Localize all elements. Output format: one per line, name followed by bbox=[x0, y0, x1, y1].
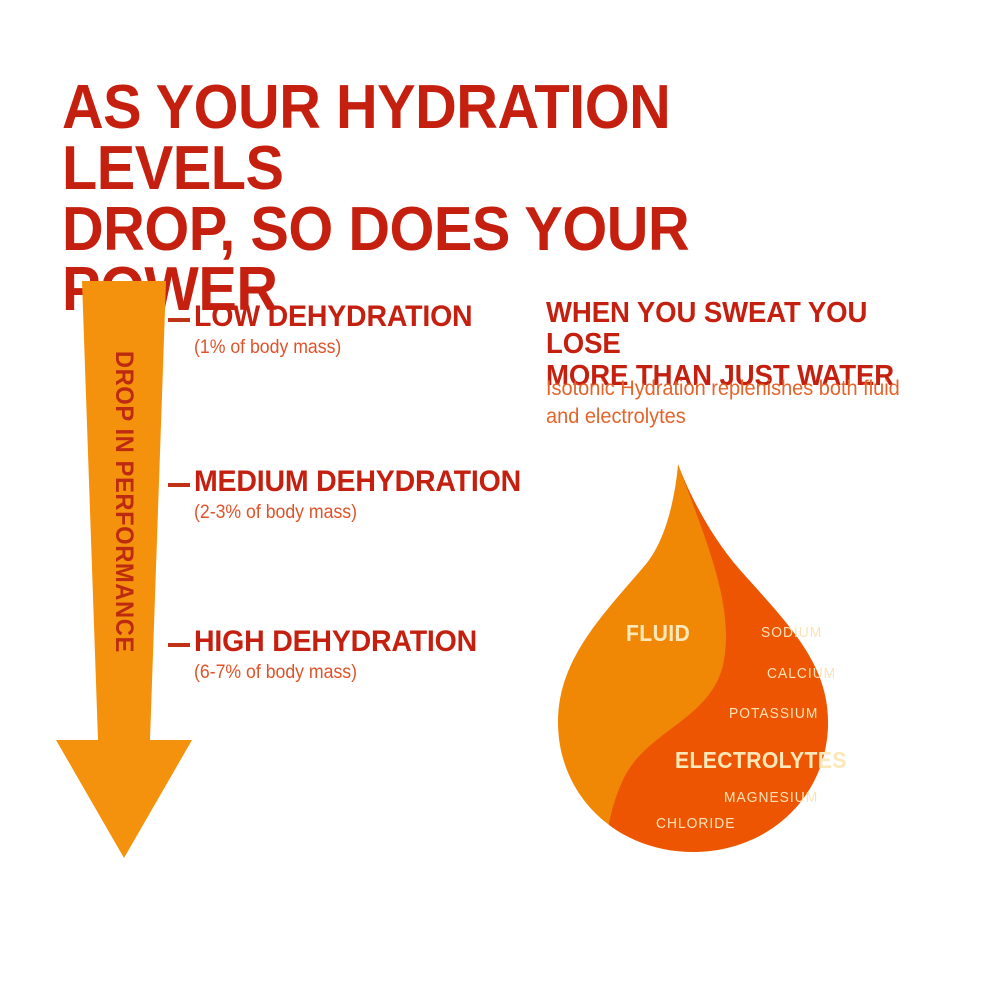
droplet-label-fluid: FLUID bbox=[626, 620, 691, 646]
sweat-section-subtitle: Isotonic Hydration replenishes both flui… bbox=[546, 377, 900, 428]
arrow-polygon bbox=[56, 281, 192, 858]
droplet-label-calcium: CALCIUM bbox=[767, 665, 837, 682]
arrow-shape bbox=[56, 281, 192, 858]
stage-subtitle: (6-7% of body mass) bbox=[194, 662, 358, 683]
stage-title: MEDIUM DEHYDRATION bbox=[194, 465, 521, 498]
sweat-section-heading: WHEN YOU SWEAT YOU LOSE MORE THAN JUST W… bbox=[546, 297, 895, 392]
stage-title: HIGH DEHYDRATION bbox=[194, 625, 478, 658]
droplet-label-sodium: SODIUM bbox=[761, 624, 823, 641]
stage-title: LOW DEHYDRATION bbox=[194, 300, 473, 333]
droplet-label-chloride: CHLORIDE bbox=[656, 815, 736, 832]
stage-subtitle: (2-3% of body mass) bbox=[194, 502, 358, 523]
droplet-label-potassium: POTASSIUM bbox=[729, 705, 819, 722]
stage-tick-icon bbox=[168, 318, 190, 322]
stage-tick-icon bbox=[168, 643, 190, 647]
droplet-shape bbox=[558, 464, 828, 852]
droplet-label-magnesium: MAGNESIUM bbox=[724, 789, 819, 806]
hydration-droplet-diagram bbox=[528, 452, 858, 864]
stage-subtitle: (1% of body mass) bbox=[194, 337, 342, 358]
drop-in-performance-arrow bbox=[40, 270, 220, 870]
droplet-label-electrolytes: ELECTROLYTES bbox=[675, 747, 847, 773]
arrow-vertical-label: DROP IN PERFORMANCE bbox=[110, 350, 138, 653]
stage-tick-icon bbox=[168, 483, 190, 487]
